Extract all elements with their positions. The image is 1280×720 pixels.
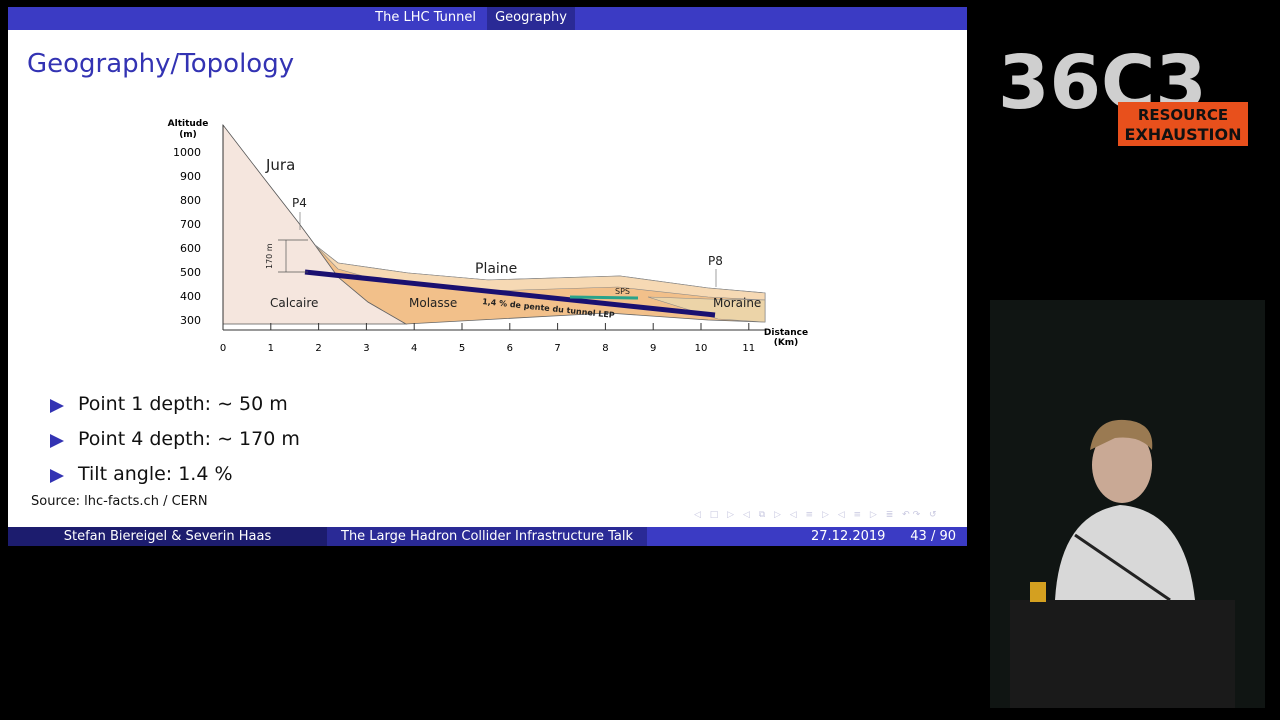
tunnel [304, 269, 716, 318]
label-molasse: Molasse [409, 296, 457, 310]
x-tick-label: 10 [695, 343, 708, 354]
header-subsection: Geography [487, 7, 575, 30]
diagram: Jura P4 P8 Plaine Calcaire Molasse Morai… [168, 119, 808, 354]
y-axis-label: (m) [179, 130, 197, 140]
slide-footer: Stefan Biereigel & Severin Haas The Larg… [8, 527, 967, 546]
slide-title: Geography/Topology [27, 49, 295, 79]
label-jura: Jura [265, 156, 295, 174]
sps-tunnel [569, 295, 639, 300]
x-tick-label: 5 [459, 343, 465, 354]
logo-banner [1118, 102, 1248, 146]
bullet-list: Point 1 depth: ∼ 50 m Point 4 depth: ∼ 17… [48, 393, 300, 498]
x-tick-label: 0 [220, 343, 226, 354]
x-tick-label: 7 [554, 343, 560, 354]
y-tick-label: 800 [180, 194, 201, 207]
y-axis-label: Altitude [168, 119, 209, 129]
slide: The LHC Tunnel Geography Geography/Topol… [8, 7, 967, 546]
label-depth: 170 m [265, 243, 274, 269]
y-tick-label: 500 [180, 266, 201, 279]
x-tick-label: 3 [363, 343, 369, 354]
label-moraine: Moraine [713, 296, 761, 310]
y-tick-label: 1000 [173, 146, 201, 159]
x-tick-label: 1 [268, 343, 274, 354]
slide-header: The LHC Tunnel Geography [8, 7, 967, 30]
label-plaine: Plaine [475, 261, 517, 277]
label-p4: P4 [292, 196, 307, 210]
footer-talk: The Large Hadron Collider Infrastructure… [327, 527, 647, 546]
speaker-video [990, 300, 1265, 708]
x-axis-label: (Km) [774, 338, 799, 348]
nav-icons[interactable]: ◁ □ ▷ ◁ ⧉ ▷ ◁ ≡ ▷ ◁ ≡ ▷ ≣ ↶↷ ↺ [694, 510, 940, 520]
x-axis-label: Distance [764, 328, 808, 338]
footer-right: 27.12.2019 43 / 90 [647, 527, 967, 546]
source: Source: lhc-facts.ch / CERN [31, 494, 208, 509]
footer-authors: Stefan Biereigel & Severin Haas [8, 527, 327, 546]
x-tick-label: 11 [742, 343, 755, 354]
x-tick-label: 4 [411, 343, 417, 354]
bullet: Point 1 depth: ∼ 50 m [48, 393, 300, 428]
label-calcaire: Calcaire [270, 296, 318, 310]
x-tick-label: 9 [650, 343, 656, 354]
event-logo: 36C3 RESOURCE EXHAUSTION [998, 40, 1248, 146]
x-tick-label: 8 [602, 343, 608, 354]
y-tick-label: 900 [180, 170, 201, 183]
y-tick-label: 600 [180, 242, 201, 255]
logo-line: EXHAUSTION [1125, 125, 1242, 144]
footer-page: 43 / 90 [910, 529, 956, 544]
y-tick-label: 400 [180, 290, 201, 303]
x-tick-label: 2 [315, 343, 321, 354]
bullet: Tilt angle: 1.4 % [48, 463, 300, 498]
x-tick-label: 6 [507, 343, 513, 354]
header-section: The LHC Tunnel [375, 10, 476, 25]
label-p8: P8 [708, 254, 723, 268]
logo-line: RESOURCE [1138, 106, 1228, 124]
bullet: Point 4 depth: ∼ 170 m [48, 428, 300, 463]
y-tick-label: 700 [180, 218, 201, 231]
y-tick-label: 300 [180, 314, 201, 327]
label-sps: SPS [615, 287, 630, 296]
footer-date: 27.12.2019 [811, 529, 886, 544]
